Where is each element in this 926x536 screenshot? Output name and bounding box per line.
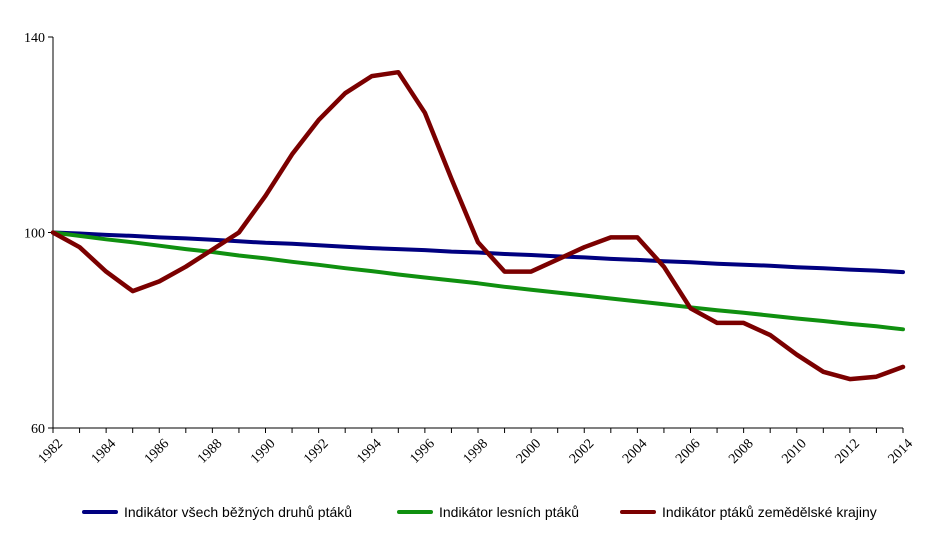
legend-item-forest-birds: Indikátor lesních ptáků xyxy=(397,504,579,520)
y-tick-label: 140 xyxy=(24,31,45,46)
chart-ticks: 60 100 140 1982 1984 1986 1988 1990 1992 1994 1996… xyxy=(24,31,916,467)
x-tick-label: 1984 xyxy=(89,436,119,466)
x-tick-label: 2000 xyxy=(514,436,544,466)
x-tick-label: 2004 xyxy=(620,436,650,466)
legend-swatch xyxy=(620,510,656,514)
x-tick-label: 1986 xyxy=(142,436,172,466)
y-tick-label: 60 xyxy=(31,422,45,437)
legend-swatch xyxy=(397,510,433,514)
x-tick-label: 2010 xyxy=(779,436,809,466)
legend-swatch xyxy=(82,510,118,514)
chart-legend: Indikátor všech běžných druhů ptáků Indi… xyxy=(0,500,926,528)
x-tick-label: 1998 xyxy=(461,436,491,466)
x-tick-label: 2002 xyxy=(567,436,597,466)
x-tick-label: 2006 xyxy=(673,436,703,466)
series-line-2 xyxy=(51,230,905,332)
legend-label: Indikátor lesních ptáků xyxy=(439,504,580,520)
chart-series xyxy=(50,69,906,382)
legend-label: Indikátor ptáků zemědělské krajiny xyxy=(662,504,877,520)
x-tick-label: 1990 xyxy=(248,436,278,466)
series-line-1 xyxy=(51,230,905,275)
x-tick-label: 1988 xyxy=(195,436,225,466)
x-tick-label: 2014 xyxy=(886,436,916,466)
x-tick-label: 1982 xyxy=(36,436,66,466)
legend-label: Indikátor všech běžných druhů ptáků xyxy=(124,504,353,520)
legend-item-all-birds: Indikátor všech běžných druhů ptáků xyxy=(82,504,352,520)
legend-item-farmland-birds: Indikátor ptáků zemědělské krajiny xyxy=(620,504,877,520)
chart-axes xyxy=(52,37,903,429)
line-chart: 60 100 140 1982 1984 1986 1988 1990 1992 1994 1996… xyxy=(24,31,916,467)
x-tick-label: 1992 xyxy=(301,436,331,466)
x-tick-label: 2008 xyxy=(726,436,756,466)
x-tick-label: 1994 xyxy=(354,436,384,466)
y-tick-label: 100 xyxy=(24,227,45,242)
x-tick-label: 1996 xyxy=(408,436,438,466)
x-tick-label: 2012 xyxy=(833,436,863,466)
series-line-3 xyxy=(50,69,906,382)
